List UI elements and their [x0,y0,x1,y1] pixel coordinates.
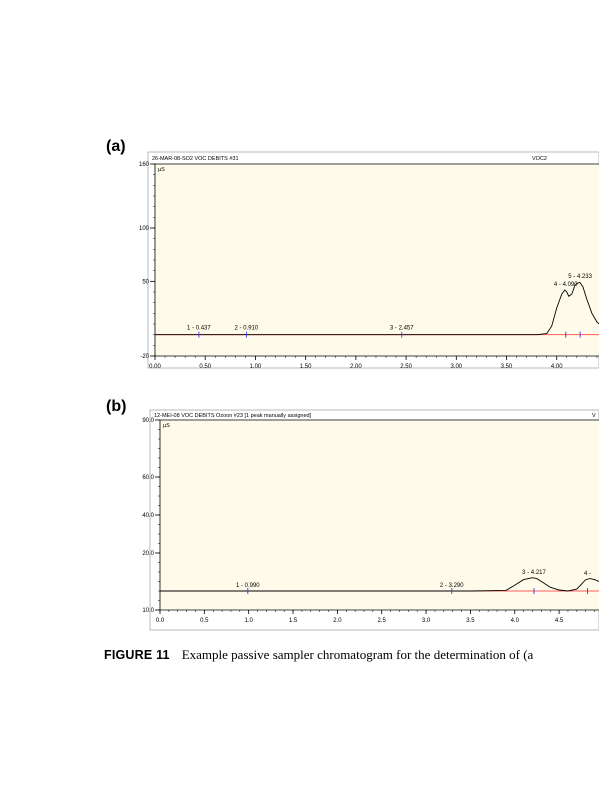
plot-area [160,420,599,610]
y-tick-label: 20.0 [142,551,154,557]
peak-label: 2 - 3.290 [440,583,464,589]
x-tick-label: 4.0 [511,618,520,624]
peak-label: 4 - [584,571,591,577]
x-tick-label: 0.50 [199,364,211,370]
x-tick-label: 0.00 [149,364,161,370]
x-tick-label: 1.00 [250,364,262,370]
y-tick-label: 160 [139,162,150,168]
x-tick-label: 4.00 [551,364,563,370]
plot-area [155,164,599,356]
y-tick-label: -20 [140,354,149,360]
peak-label: 2 - 0.910 [235,326,259,332]
figure-number: FIGURE 11 [104,648,170,662]
trace-line [160,577,599,592]
x-tick-label: 2.0 [333,618,342,624]
y-unit-label: µS [163,423,170,429]
y-tick-label: 40.0 [142,513,154,519]
x-tick-label: 2.00 [350,364,362,370]
peak-label: 5 - 4.233 [568,274,592,280]
x-tick-label: 3.0 [422,618,431,624]
x-tick-label: 0.0 [156,618,165,624]
peak-label: 1 - 0.990 [236,583,260,589]
channel-label: VOC2 [532,156,547,162]
y-tick-label: 60.0 [142,475,154,481]
panel-a-label: (a) [106,138,126,155]
chart-header: 26-MAR-08-SO2 VOC DEBITS #31 [152,156,239,162]
peak-label: 3 - 4.217 [522,570,546,576]
peak-label: 4 - 4.090 [554,282,578,288]
x-tick-label: 3.00 [450,364,462,370]
y-tick-label: 90.0 [142,418,154,424]
peak-label: 3 - 2.457 [390,326,414,332]
x-tick-label: 1.5 [289,618,298,624]
y-tick-label: 10.0 [142,608,154,614]
y-tick-label: 100 [139,226,150,232]
x-tick-label: 2.50 [400,364,412,370]
x-tick-label: 1.0 [245,618,254,624]
x-tick-label: 1.50 [300,364,312,370]
chart-frame [149,409,599,631]
x-tick-label: 0.5 [200,618,209,624]
channel-label: V [592,413,596,419]
y-tick-label: 50 [142,279,149,285]
panel-b-label: (b) [106,398,127,415]
caption-text: Example passive sampler chromatogram for… [181,647,534,662]
chart-frame [147,151,599,369]
y-unit-label: µS [158,167,165,173]
x-tick-label: 4.5 [555,618,564,624]
chart-header: 12-MEI-08 VOC DEBITS Ozoon #23 [1 peak m… [154,413,312,419]
x-tick-label: 3.50 [501,364,513,370]
figure-caption: FIGURE 11 Example passive sampler chromat… [104,647,533,663]
x-tick-label: 3.5 [466,618,475,624]
trace-line [155,281,599,336]
peak-label: 1 - 0.437 [187,326,211,332]
x-tick-label: 2.5 [378,618,387,624]
